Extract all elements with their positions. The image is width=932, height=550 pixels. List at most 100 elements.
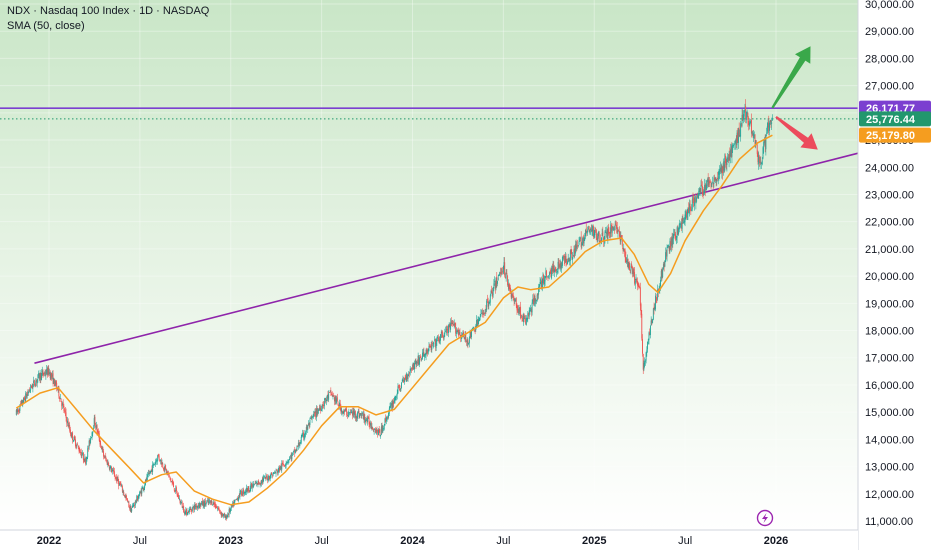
candle xyxy=(721,163,723,179)
symbol-title[interactable]: NDX · Nasdaq 100 Index · 1D · NASDAQ xyxy=(7,5,210,17)
candle xyxy=(671,232,673,251)
candle xyxy=(138,493,140,499)
candle xyxy=(82,452,84,464)
candle xyxy=(486,298,488,313)
candle xyxy=(528,306,530,320)
candle xyxy=(148,469,150,475)
candle xyxy=(649,324,651,339)
candle xyxy=(204,498,206,509)
candle xyxy=(370,421,372,430)
candle xyxy=(276,469,278,471)
candle xyxy=(720,164,722,174)
time-tick-label: 2025 xyxy=(582,535,606,547)
candle xyxy=(333,392,335,397)
candle xyxy=(156,459,158,462)
candle xyxy=(489,299,491,305)
candle xyxy=(106,459,108,466)
support-trendline[interactable] xyxy=(34,150,868,364)
candle xyxy=(121,483,123,488)
candle xyxy=(297,439,299,450)
candle xyxy=(771,117,773,131)
time-axis-ticks: 2022 Jul 2023 Jul 2024 Jul 2025 Jul 2026 xyxy=(37,535,788,547)
candle xyxy=(761,157,763,166)
candle xyxy=(314,408,316,417)
candle xyxy=(295,449,296,454)
candle xyxy=(444,328,446,338)
price-axis-background[interactable] xyxy=(858,0,932,550)
candle xyxy=(580,236,581,242)
candle xyxy=(434,336,436,342)
candle xyxy=(289,454,291,459)
candle xyxy=(25,391,27,403)
candle xyxy=(370,420,371,429)
candle xyxy=(690,206,692,216)
candle xyxy=(681,218,682,232)
candle xyxy=(240,489,242,495)
candle xyxy=(69,421,71,433)
candle xyxy=(195,503,197,510)
candle xyxy=(683,217,685,224)
candle xyxy=(630,263,632,275)
candle xyxy=(432,341,434,349)
candle xyxy=(383,423,385,431)
candle xyxy=(332,394,334,400)
candle xyxy=(612,223,614,231)
candle xyxy=(264,475,265,479)
candle xyxy=(349,408,351,416)
candle xyxy=(637,281,639,288)
candle xyxy=(513,296,515,306)
candle xyxy=(626,257,628,265)
candle xyxy=(549,267,551,274)
candle xyxy=(356,415,358,422)
candle xyxy=(99,436,101,447)
candle xyxy=(371,423,373,431)
candle xyxy=(505,269,507,282)
candle xyxy=(422,348,424,357)
last-price-tag[interactable]: 25,776.44 xyxy=(859,111,931,127)
candle xyxy=(331,391,333,397)
candle xyxy=(442,335,444,341)
candle xyxy=(670,237,672,251)
candle xyxy=(20,399,22,405)
candle xyxy=(279,465,281,473)
candle xyxy=(706,177,708,189)
candle xyxy=(353,407,355,418)
svg-text:25,776.44: 25,776.44 xyxy=(866,114,916,126)
candle xyxy=(458,327,459,338)
candle xyxy=(319,403,321,412)
lightning-icon[interactable] xyxy=(756,509,774,527)
candle xyxy=(88,437,90,450)
candle xyxy=(711,182,713,188)
candle xyxy=(181,500,183,509)
candle xyxy=(139,490,141,497)
candle xyxy=(385,414,387,423)
candle xyxy=(412,362,414,370)
candle xyxy=(618,229,620,232)
candle xyxy=(372,428,374,433)
candle xyxy=(426,347,428,355)
candle xyxy=(523,313,525,323)
candle xyxy=(679,223,681,230)
candle xyxy=(118,478,120,490)
candle xyxy=(600,237,602,245)
time-axis-background[interactable] xyxy=(0,530,858,550)
candle xyxy=(72,431,74,444)
candle xyxy=(512,292,514,301)
candle xyxy=(624,248,625,257)
candle xyxy=(64,406,66,417)
sma-price-tag[interactable]: 25,179.80 xyxy=(859,127,931,143)
bullish-arrow[interactable] xyxy=(771,46,811,109)
candle xyxy=(634,267,636,286)
candle xyxy=(424,352,426,358)
candle xyxy=(604,230,606,244)
time-tick-label: 2022 xyxy=(37,535,61,547)
indicator-label[interactable]: SMA (50, close) xyxy=(7,20,85,32)
candle xyxy=(41,366,43,377)
candle xyxy=(84,454,86,462)
candle xyxy=(669,238,671,254)
candle xyxy=(174,490,176,492)
bearish-arrow[interactable] xyxy=(775,116,818,150)
candle xyxy=(363,411,365,423)
